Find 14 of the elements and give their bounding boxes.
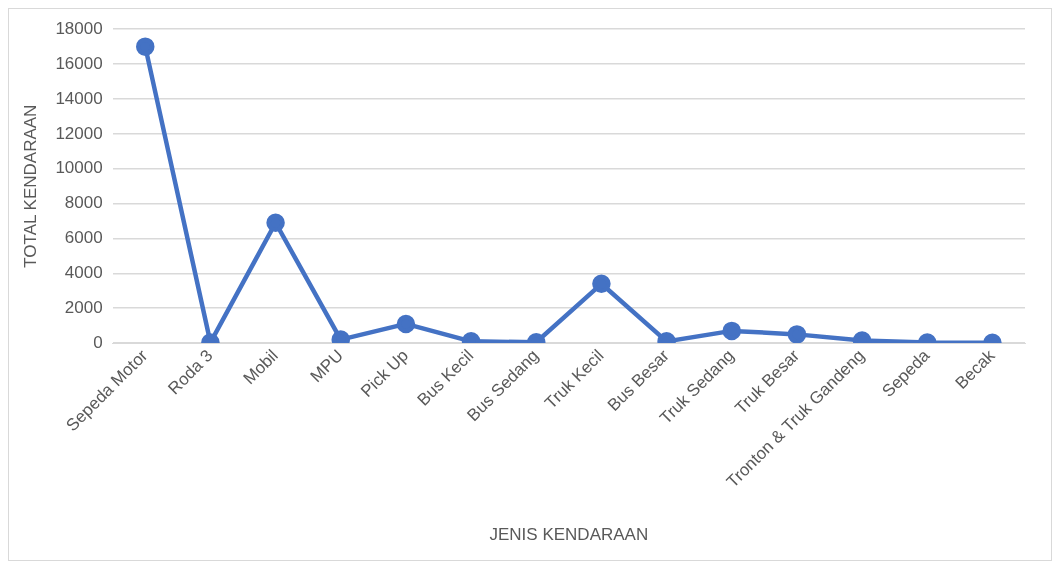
y-tick-label: 14000 [55,88,103,108]
y-tick-label: 10000 [55,158,103,178]
y-tick-label: 6000 [64,228,103,248]
x-tick-label: Pick Up [357,346,413,401]
y-tick-label: 18000 [55,18,103,38]
x-axis-title: JENIS KENDARAAN [489,525,649,545]
y-tick-label: 2000 [64,297,103,317]
point [136,37,155,56]
y-tick-label: 8000 [64,193,103,213]
y-tick-label: 12000 [55,123,103,143]
y-tick-label: 0 [93,332,103,352]
y-tick-label: 4000 [64,263,103,283]
y-axis-title: TOTAL KENDARAAN [20,104,40,268]
y-tick-label: 16000 [55,53,103,73]
